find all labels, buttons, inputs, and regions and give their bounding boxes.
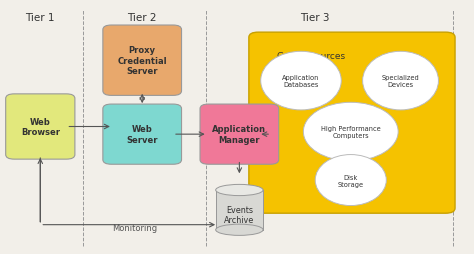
Text: Monitoring: Monitoring — [112, 223, 158, 232]
Text: Tier 2: Tier 2 — [128, 13, 157, 23]
Text: Proxy
Credential
Server: Proxy Credential Server — [118, 46, 167, 76]
Ellipse shape — [216, 224, 263, 235]
Text: Specialized
Devices: Specialized Devices — [382, 75, 419, 88]
FancyBboxPatch shape — [216, 190, 263, 230]
Text: Web
Server: Web Server — [127, 125, 158, 144]
Ellipse shape — [303, 103, 398, 161]
Text: Application
Manager: Application Manager — [212, 125, 266, 144]
Text: Events
Archive: Events Archive — [224, 205, 255, 225]
Text: Web
Browser: Web Browser — [21, 117, 60, 137]
Ellipse shape — [216, 185, 263, 196]
Text: Grid Resources: Grid Resources — [277, 52, 346, 61]
FancyBboxPatch shape — [103, 105, 182, 165]
FancyBboxPatch shape — [103, 26, 182, 96]
Text: High Performance
Computers: High Performance Computers — [321, 126, 381, 138]
FancyBboxPatch shape — [249, 33, 455, 213]
Ellipse shape — [363, 52, 438, 110]
Text: Tier 3: Tier 3 — [301, 13, 330, 23]
Ellipse shape — [315, 155, 386, 206]
FancyBboxPatch shape — [6, 94, 75, 160]
Text: Application
Databases: Application Databases — [283, 75, 319, 88]
Text: Tier 1: Tier 1 — [26, 13, 55, 23]
Text: Disk
Storage: Disk Storage — [337, 174, 364, 187]
Ellipse shape — [261, 52, 341, 110]
FancyBboxPatch shape — [200, 105, 279, 165]
